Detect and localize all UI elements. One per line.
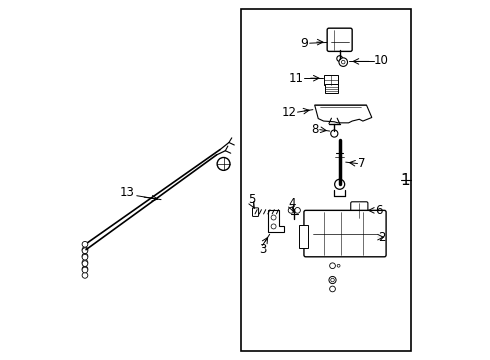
Circle shape bbox=[271, 224, 276, 229]
Circle shape bbox=[337, 56, 343, 62]
FancyBboxPatch shape bbox=[327, 28, 352, 51]
Text: 6: 6 bbox=[375, 204, 383, 217]
FancyBboxPatch shape bbox=[325, 84, 338, 93]
Circle shape bbox=[82, 273, 88, 278]
Text: 10: 10 bbox=[373, 54, 388, 67]
Circle shape bbox=[82, 247, 88, 252]
FancyBboxPatch shape bbox=[252, 208, 259, 216]
Circle shape bbox=[329, 276, 336, 284]
Circle shape bbox=[335, 179, 344, 189]
Circle shape bbox=[337, 264, 340, 267]
Text: 13: 13 bbox=[120, 186, 135, 199]
Circle shape bbox=[82, 254, 88, 260]
Circle shape bbox=[294, 207, 300, 213]
Circle shape bbox=[82, 260, 88, 265]
FancyBboxPatch shape bbox=[323, 75, 338, 85]
Circle shape bbox=[82, 248, 88, 253]
Circle shape bbox=[82, 261, 88, 266]
FancyBboxPatch shape bbox=[304, 210, 386, 257]
Text: 9: 9 bbox=[300, 37, 308, 50]
Text: 5: 5 bbox=[248, 193, 255, 206]
Circle shape bbox=[82, 253, 88, 259]
Circle shape bbox=[82, 242, 88, 247]
Text: 7: 7 bbox=[358, 157, 365, 170]
Circle shape bbox=[330, 263, 335, 269]
FancyBboxPatch shape bbox=[242, 9, 411, 351]
Text: 3: 3 bbox=[259, 243, 266, 256]
Circle shape bbox=[331, 130, 338, 137]
Circle shape bbox=[339, 58, 347, 66]
Circle shape bbox=[288, 207, 294, 213]
Polygon shape bbox=[315, 105, 372, 123]
Circle shape bbox=[330, 286, 335, 292]
Text: 1: 1 bbox=[400, 172, 410, 188]
Circle shape bbox=[271, 215, 276, 220]
Circle shape bbox=[82, 266, 88, 272]
FancyBboxPatch shape bbox=[351, 202, 368, 219]
Text: 11: 11 bbox=[289, 72, 304, 85]
Circle shape bbox=[342, 60, 345, 64]
Text: 4: 4 bbox=[289, 197, 296, 210]
Circle shape bbox=[217, 157, 230, 170]
Text: 2: 2 bbox=[378, 231, 385, 244]
FancyBboxPatch shape bbox=[298, 225, 308, 248]
Circle shape bbox=[331, 278, 334, 282]
Text: 8: 8 bbox=[311, 123, 318, 136]
Text: 12: 12 bbox=[282, 105, 297, 119]
Circle shape bbox=[82, 267, 88, 273]
Polygon shape bbox=[268, 210, 284, 232]
